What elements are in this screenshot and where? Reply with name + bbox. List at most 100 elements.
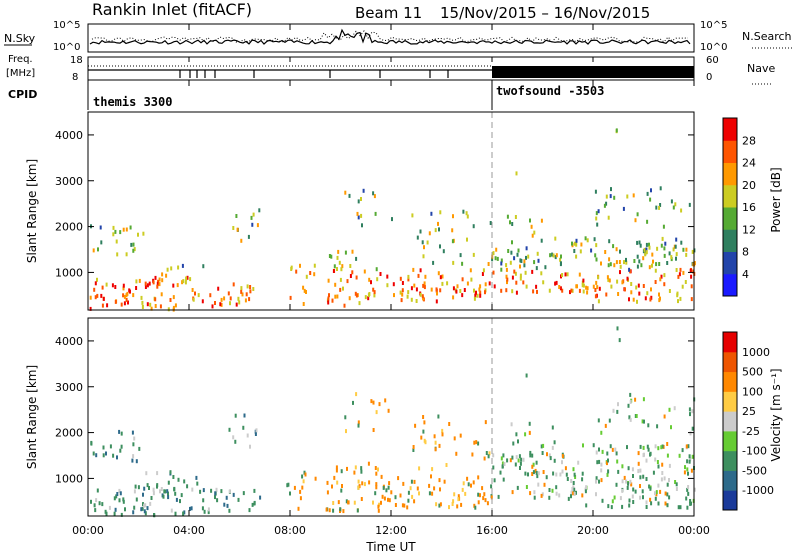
echo-cell — [474, 293, 477, 298]
echo-cell — [428, 483, 431, 488]
echo-cell — [381, 494, 384, 499]
echo-cell — [559, 286, 562, 291]
echo-cell — [654, 268, 657, 273]
echo-cell — [406, 505, 409, 510]
echo-cell — [99, 225, 102, 230]
echo-cell — [674, 202, 677, 207]
echo-cell — [299, 489, 302, 494]
echo-cell — [166, 267, 169, 272]
echo-cell — [387, 497, 389, 502]
echo-cell — [595, 450, 598, 455]
echo-cell — [397, 476, 400, 481]
echo-cell — [488, 451, 491, 456]
echo-cell — [342, 286, 344, 291]
echo-cell — [627, 403, 630, 408]
echo-cell — [327, 296, 330, 301]
echo-cell — [360, 197, 362, 201]
echo-cell — [154, 275, 157, 280]
nsky-label: N.Sky — [4, 32, 36, 45]
colorbar-swatch — [723, 229, 737, 252]
echo-cell — [506, 280, 508, 285]
echo-cell — [678, 272, 681, 277]
echo-cell — [558, 493, 561, 498]
echo-cell — [616, 409, 619, 414]
echo-cell — [511, 455, 514, 460]
echo-cell — [245, 292, 248, 297]
colorbar-tick-label: 20 — [742, 179, 756, 192]
y-tick-label: 2000 — [55, 221, 83, 234]
echo-cell — [693, 487, 696, 492]
echo-cell — [114, 285, 117, 289]
echo-cell — [362, 188, 365, 193]
echo-cell — [457, 497, 460, 502]
echo-cell — [479, 493, 481, 498]
echo-cell — [352, 400, 354, 405]
echo-cell — [176, 283, 179, 288]
echo-cell — [335, 468, 338, 473]
echo-cell — [515, 171, 518, 176]
echo-cell — [617, 469, 620, 474]
echo-cell — [631, 494, 634, 499]
echo-cell — [625, 260, 628, 265]
echo-cell — [688, 459, 691, 464]
echo-cell — [632, 487, 635, 492]
y-tick-label: 2000 — [55, 427, 83, 440]
echo-cell — [641, 419, 644, 424]
echo-cell — [336, 267, 338, 271]
echo-cell — [336, 480, 339, 485]
echo-cell — [687, 485, 690, 489]
echo-cell — [361, 481, 364, 486]
echo-cell — [506, 277, 509, 282]
echo-cell — [250, 215, 253, 220]
echo-cell — [247, 234, 250, 239]
echo-cell — [143, 509, 146, 514]
nave-label: Nave — [747, 62, 775, 75]
echo-cell — [500, 258, 503, 263]
echo-cell — [225, 495, 228, 500]
echo-cell — [152, 491, 155, 496]
echo-cell — [511, 490, 514, 495]
echo-cell — [360, 466, 363, 471]
echo-cell — [687, 491, 690, 496]
echo-cell — [649, 197, 652, 202]
echo-cell — [663, 273, 666, 278]
colorbar-swatch — [723, 207, 737, 230]
echo-cell — [228, 489, 231, 494]
echo-cell — [177, 477, 180, 482]
echo-cell — [650, 188, 652, 193]
echo-cell — [140, 507, 143, 512]
echo-cell — [657, 483, 660, 488]
echo-cell — [607, 215, 610, 220]
echo-cell — [202, 488, 205, 493]
echo-cell — [305, 274, 308, 279]
nsky-trace — [89, 28, 691, 45]
echo-cell — [174, 303, 177, 308]
echo-cell — [253, 500, 256, 505]
echo-cell — [130, 242, 133, 247]
echo-cell — [92, 451, 95, 456]
echo-cell — [630, 290, 633, 295]
echo-cell — [573, 249, 576, 253]
echo-cell — [146, 283, 149, 288]
echo-cell — [123, 301, 126, 306]
echo-cell — [594, 294, 597, 299]
echo-cell — [172, 475, 175, 479]
echo-cell — [592, 284, 595, 289]
echo-cell — [232, 435, 235, 440]
echo-cell — [531, 472, 534, 476]
echo-cell — [634, 397, 637, 402]
echo-cell — [499, 470, 502, 475]
echo-cell — [505, 263, 508, 268]
echo-cell — [601, 449, 604, 454]
echo-cell — [549, 253, 552, 258]
echo-cell — [598, 479, 600, 484]
echo-cell — [619, 264, 622, 269]
echo-cell — [353, 500, 356, 505]
echo-cell — [652, 259, 654, 264]
echo-cell — [597, 299, 600, 304]
echo-cell — [118, 488, 121, 493]
echo-cell — [516, 485, 519, 490]
colorbar-swatch — [723, 273, 737, 297]
echo-cell — [375, 485, 378, 490]
echo-cell — [687, 471, 689, 476]
